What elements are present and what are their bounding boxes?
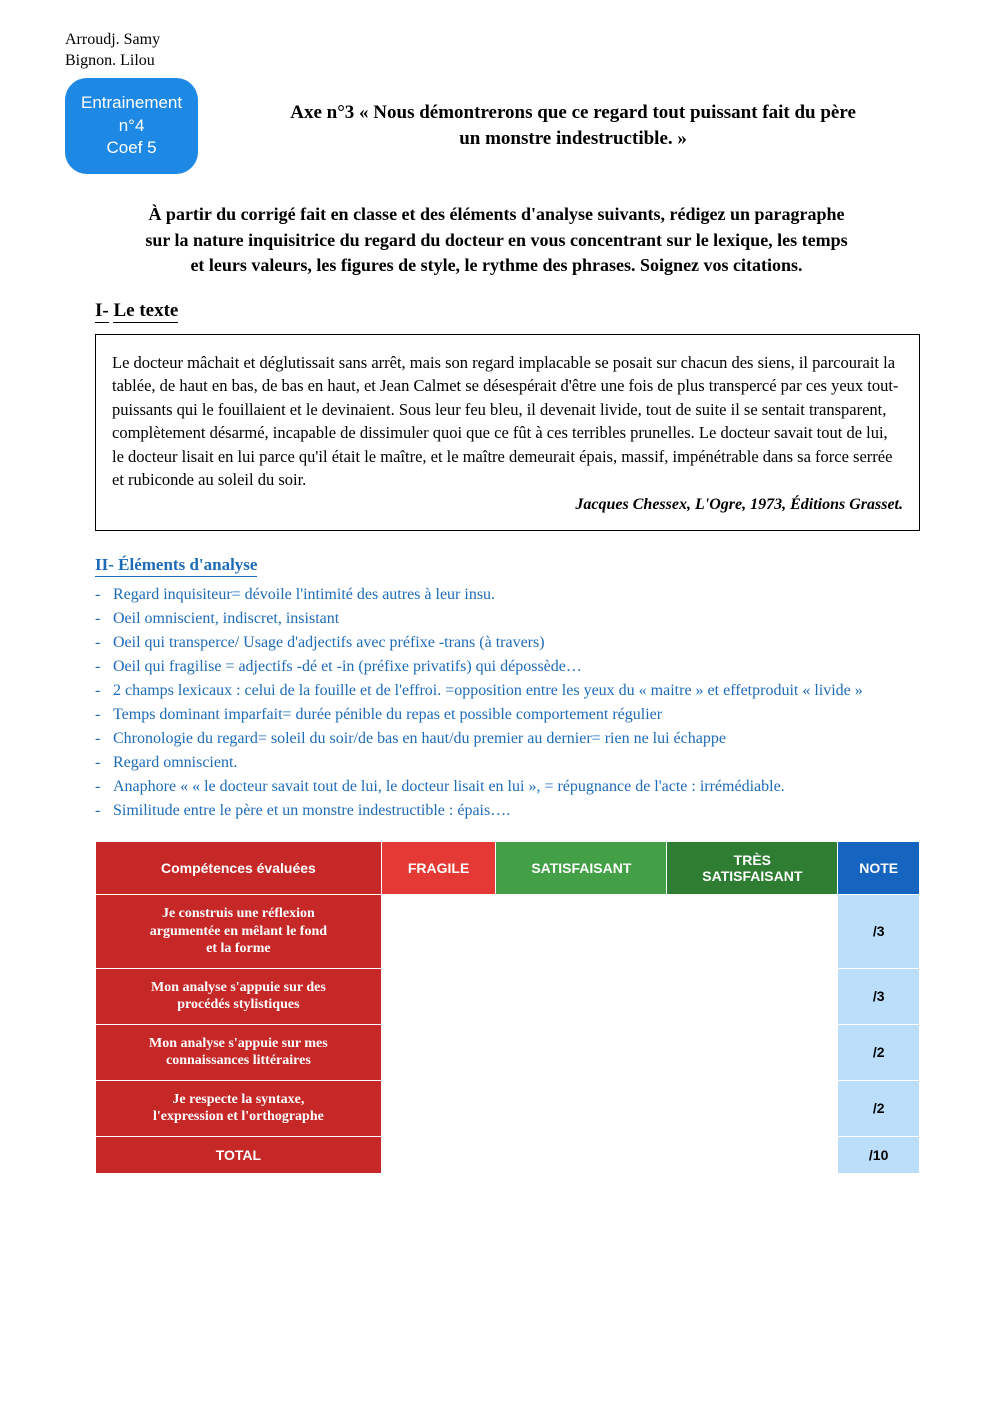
badge-line-2: n°4 <box>81 115 182 138</box>
name-line-1: Arroudj. Samy <box>65 30 928 51</box>
list-item: Chronologie du regard= soleil du soir/de… <box>95 727 898 751</box>
list-item: Temps dominant imparfait= durée pénible … <box>95 703 898 727</box>
list-item: Similitude entre le père et un monstre i… <box>95 799 898 823</box>
cell-note: /3 <box>838 895 920 969</box>
hdr-tres-l2: SATISFAISANT <box>675 868 829 884</box>
excerpt-citation: Jacques Chessex, L'Ogre, 1973, Éditions … <box>112 494 903 517</box>
section-1-label: Le texte <box>113 300 178 323</box>
total-note: /10 <box>838 1136 920 1173</box>
row-label-l1: Mon analyse s'appuie sur des <box>104 979 373 997</box>
row-label-l1: Mon analyse s'appuie sur mes <box>104 1035 373 1053</box>
cell-tres <box>667 1136 838 1173</box>
row-label: Mon analyse s'appuie sur mes connaissanc… <box>96 1024 382 1080</box>
list-item: Regard inquisiteur= dévoile l'intimité d… <box>95 583 898 607</box>
instructions: À partir du corrigé fait en classe et de… <box>85 202 908 278</box>
row-label-l1: Je construis une réflexion <box>104 905 373 923</box>
cell-tres <box>667 1024 838 1080</box>
table-total-row: TOTAL /10 <box>96 1136 920 1173</box>
row-label-l3: et la forme <box>104 940 373 958</box>
table-row: Mon analyse s'appuie sur mes connaissanc… <box>96 1024 920 1080</box>
excerpt-text: Le docteur mâchait et déglutissait sans … <box>112 351 903 492</box>
cell-note: /2 <box>838 1080 920 1136</box>
list-item: Anaphore « « le docteur savait tout de l… <box>95 775 898 799</box>
cell-tres <box>667 1080 838 1136</box>
cell-fragile <box>381 895 496 969</box>
cell-fragile <box>381 1136 496 1173</box>
cell-fragile <box>381 1080 496 1136</box>
hdr-tres-satisfaisant: TRÈS SATISFAISANT <box>667 842 838 895</box>
list-item: Oeil omniscient, indiscret, insistant <box>95 607 898 631</box>
axe-title: Axe n°3 « Nous démontrerons que ce regar… <box>218 100 928 151</box>
cell-sat <box>496 1080 667 1136</box>
table-row: Je construis une réflexion argumentée en… <box>96 895 920 969</box>
table-header-row: Compétences évaluées FRAGILE SATISFAISAN… <box>96 842 920 895</box>
badge-line-3: Coef 5 <box>81 137 182 160</box>
row-label-l2: argumentée en mêlant le fond <box>104 923 373 941</box>
hdr-competences: Compétences évaluées <box>96 842 382 895</box>
section-2-heading: II- Éléments d'analyse <box>95 555 257 577</box>
cell-fragile <box>381 968 496 1024</box>
section-1-roman: I- <box>95 300 109 323</box>
total-label: TOTAL <box>96 1136 382 1173</box>
list-item: Regard omniscient. <box>95 751 898 775</box>
row-label-l2: l'expression et l'orthographe <box>104 1108 373 1126</box>
row-label-l1: Je respecte la syntaxe, <box>104 1091 373 1109</box>
instr-line-3: et leurs valeurs, les figures de style, … <box>85 253 908 278</box>
cell-note: /2 <box>838 1024 920 1080</box>
name-line-2: Bignon. Lilou <box>65 51 928 72</box>
list-item: Oeil qui transperce/ Usage d'adjectifs a… <box>95 631 898 655</box>
instr-line-2: sur la nature inquisitrice du regard du … <box>85 228 908 253</box>
cell-sat <box>496 895 667 969</box>
table-row: Mon analyse s'appuie sur des procédés st… <box>96 968 920 1024</box>
excerpt-box: Le docteur mâchait et déglutissait sans … <box>95 334 920 531</box>
training-badge: Entrainement n°4 Coef 5 <box>65 78 198 175</box>
axe-line-2: un monstre indestructible. » <box>218 126 928 152</box>
rubric-table: Compétences évaluées FRAGILE SATISFAISAN… <box>95 841 920 1174</box>
student-names: Arroudj. Samy Bignon. Lilou <box>65 30 928 72</box>
axe-line-1: Axe n°3 « Nous démontrerons que ce regar… <box>218 100 928 126</box>
list-item: 2 champs lexicaux : celui de la fouille … <box>95 679 898 703</box>
cell-tres <box>667 968 838 1024</box>
row-label: Je respecte la syntaxe, l'expression et … <box>96 1080 382 1136</box>
analysis-list: Regard inquisiteur= dévoile l'intimité d… <box>95 583 898 823</box>
section-1-heading: I- Le texte <box>95 300 928 322</box>
badge-line-1: Entrainement <box>81 92 182 115</box>
hdr-note: NOTE <box>838 842 920 895</box>
hdr-satisfaisant: SATISFAISANT <box>496 842 667 895</box>
cell-sat <box>496 1024 667 1080</box>
table-row: Je respecte la syntaxe, l'expression et … <box>96 1080 920 1136</box>
header-row: Entrainement n°4 Coef 5 Axe n°3 « Nous d… <box>65 78 928 175</box>
row-label-l2: procédés stylistiques <box>104 996 373 1014</box>
cell-sat <box>496 968 667 1024</box>
row-label: Mon analyse s'appuie sur des procédés st… <box>96 968 382 1024</box>
row-label-l2: connaissances littéraires <box>104 1052 373 1070</box>
row-label: Je construis une réflexion argumentée en… <box>96 895 382 969</box>
list-item: Oeil qui fragilise = adjectifs -dé et -i… <box>95 655 898 679</box>
cell-note: /3 <box>838 968 920 1024</box>
hdr-tres-l1: TRÈS <box>675 852 829 868</box>
hdr-fragile: FRAGILE <box>381 842 496 895</box>
cell-fragile <box>381 1024 496 1080</box>
cell-sat <box>496 1136 667 1173</box>
cell-tres <box>667 895 838 969</box>
instr-line-1: À partir du corrigé fait en classe et de… <box>85 202 908 227</box>
